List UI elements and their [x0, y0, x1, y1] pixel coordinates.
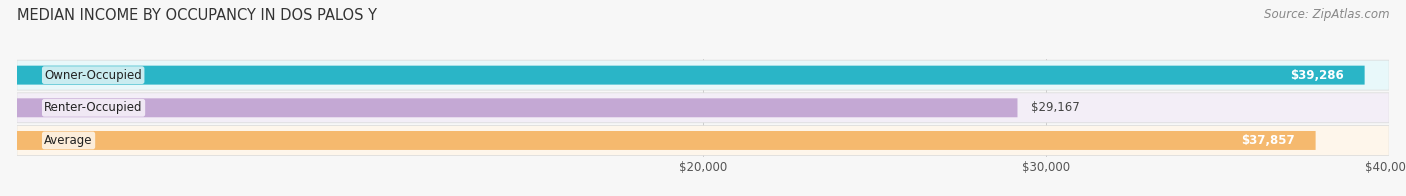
- Text: $39,286: $39,286: [1291, 69, 1344, 82]
- FancyBboxPatch shape: [17, 125, 1389, 155]
- FancyBboxPatch shape: [17, 93, 1389, 123]
- FancyBboxPatch shape: [17, 60, 1389, 90]
- Text: $37,857: $37,857: [1241, 134, 1295, 147]
- FancyBboxPatch shape: [17, 66, 1365, 85]
- Text: Source: ZipAtlas.com: Source: ZipAtlas.com: [1264, 8, 1389, 21]
- Text: MEDIAN INCOME BY OCCUPANCY IN DOS PALOS Y: MEDIAN INCOME BY OCCUPANCY IN DOS PALOS …: [17, 8, 377, 23]
- Text: Average: Average: [45, 134, 93, 147]
- Text: Renter-Occupied: Renter-Occupied: [45, 101, 143, 114]
- FancyBboxPatch shape: [17, 98, 1018, 117]
- Text: Owner-Occupied: Owner-Occupied: [45, 69, 142, 82]
- FancyBboxPatch shape: [17, 131, 1316, 150]
- Text: $29,167: $29,167: [1031, 101, 1080, 114]
